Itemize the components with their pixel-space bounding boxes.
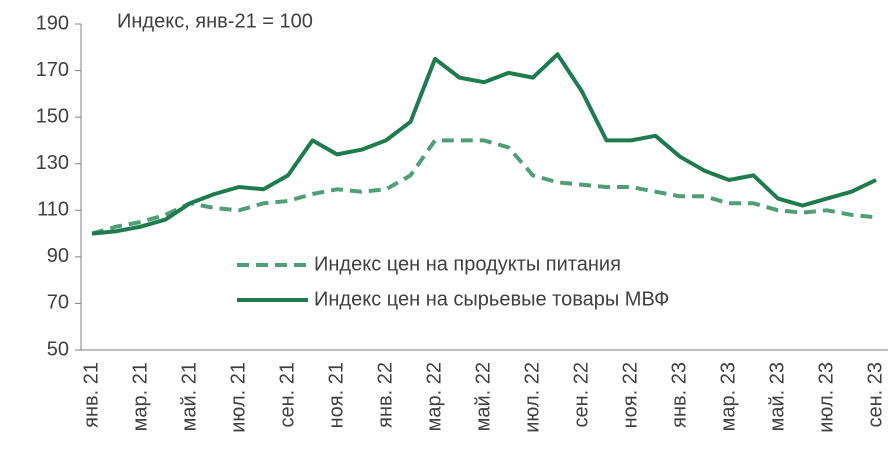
x-tick-label: июл. 23 bbox=[815, 362, 837, 433]
x-tick-label: мар. 21 bbox=[129, 362, 151, 431]
x-tick-label: мар. 23 bbox=[717, 362, 739, 431]
series-line bbox=[91, 138, 877, 236]
y-tick-label: 90 bbox=[47, 245, 69, 267]
x-tick-label: май. 22 bbox=[472, 362, 494, 431]
x-tick-label: янв. 21 bbox=[80, 362, 102, 428]
series-line bbox=[91, 52, 877, 236]
annotation: Индекс, янв-21 = 100 bbox=[117, 10, 313, 32]
x-tick-label: ноя. 22 bbox=[619, 362, 641, 428]
y-tick-label: 150 bbox=[36, 105, 69, 127]
x-tick-label: сен. 21 bbox=[276, 362, 298, 428]
y-tick-label: 170 bbox=[36, 59, 69, 81]
y-tick-label: 70 bbox=[47, 292, 69, 314]
x-tick-label: янв. 22 bbox=[374, 362, 396, 428]
x-tick-label: мар. 22 bbox=[423, 362, 445, 431]
legend-label: Индекс цен на сырьевые товары МВФ bbox=[314, 288, 669, 310]
legend-label: Индекс цен на продукты питания bbox=[314, 253, 621, 275]
x-tick-label: янв. 23 bbox=[668, 362, 690, 428]
y-tick-label: 130 bbox=[36, 152, 69, 174]
y-tick-label: 110 bbox=[37, 199, 69, 221]
x-tick-label: сен. 22 bbox=[570, 362, 592, 428]
x-tick-label: май. 21 bbox=[178, 362, 200, 431]
y-tick-label: 190 bbox=[36, 12, 69, 34]
x-tick-label: июл. 22 bbox=[521, 362, 543, 433]
x-tick-label: ноя. 21 bbox=[325, 362, 347, 428]
y-tick-label: 50 bbox=[47, 338, 69, 360]
x-tick-label: май. 23 bbox=[766, 362, 788, 431]
x-tick-label: сен. 23 bbox=[864, 362, 886, 428]
x-tick-label: июл. 21 bbox=[227, 362, 249, 433]
